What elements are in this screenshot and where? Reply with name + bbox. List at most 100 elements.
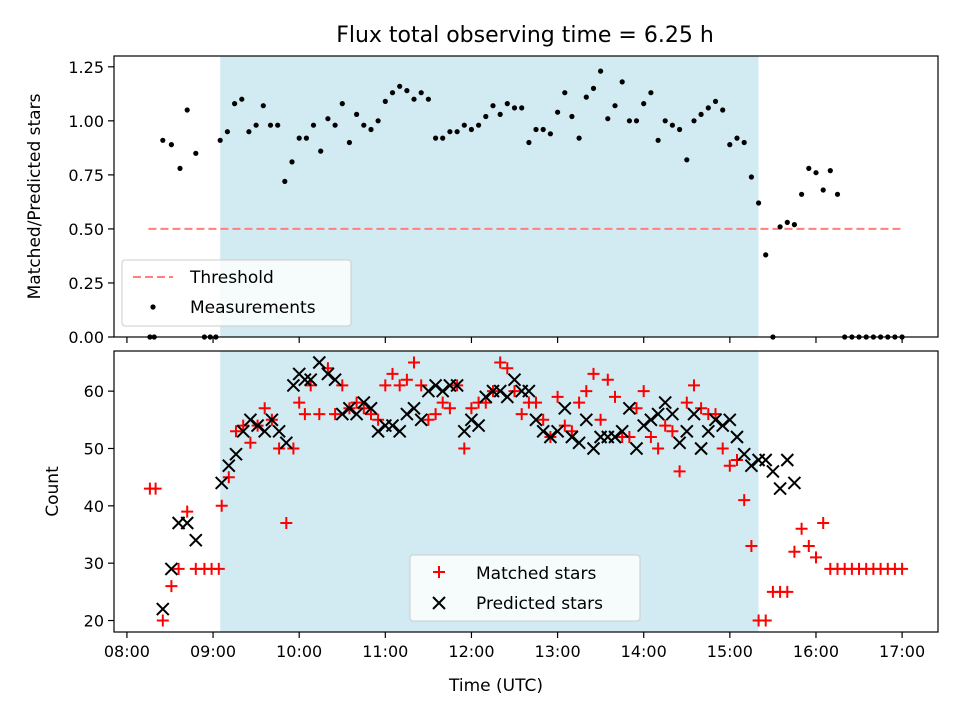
measurement-point [310, 122, 317, 128]
matched-star-marker [723, 459, 736, 472]
y-axis-ticks-bottom: 20 30 40 50 60 [84, 382, 114, 631]
matched-star-marker [429, 408, 442, 421]
measurement-point [756, 200, 762, 206]
measurement-point [239, 96, 245, 102]
predicted-star-marker [364, 401, 378, 416]
matched-star-marker [673, 465, 686, 478]
predicted-stars-points [156, 355, 802, 616]
predicted-star-marker [349, 407, 364, 421]
measurement-point [662, 118, 668, 124]
measurement-point [260, 103, 266, 109]
measurement-point [677, 126, 683, 133]
matched-star-marker [458, 442, 471, 455]
measurement-point [224, 129, 230, 135]
measurement-point [447, 129, 453, 135]
matched-star-marker [609, 390, 621, 403]
measurement-point [418, 90, 424, 96]
predicted-star-marker [471, 418, 486, 433]
legend-measurement-swatch [150, 304, 156, 310]
measurement-point [332, 122, 338, 128]
predicted-star-marker [622, 401, 637, 416]
matched-stars-points [143, 356, 909, 627]
measurement-point [361, 122, 367, 128]
x-axis-ticks-top [126, 337, 903, 343]
x-tick-label: 12:00 [448, 642, 494, 661]
matched-star-marker [258, 402, 271, 415]
predicted-star-marker [737, 447, 751, 461]
legend-threshold-label: Threshold [189, 268, 274, 288]
predicted-star-marker [787, 476, 802, 490]
legend-bottom: Matched stars Predicted stars [409, 554, 641, 622]
predicted-star-marker [608, 430, 622, 444]
matched-star-marker [165, 580, 178, 593]
matched-star-marker [530, 396, 542, 409]
measurement-point [791, 222, 798, 228]
y-tick-label: 0.25 [68, 274, 104, 293]
measurement-point [382, 98, 388, 104]
predicted-star-marker [694, 441, 708, 456]
measurement-point [511, 105, 518, 111]
predicted-star-marker [758, 453, 773, 467]
matched-star-marker [738, 494, 751, 507]
predicted-star-marker [658, 395, 672, 410]
measurement-point [404, 88, 410, 94]
measurement-points [147, 68, 905, 340]
measurement-point [318, 148, 324, 154]
matched-star-marker [630, 402, 643, 415]
matched-star-marker [587, 367, 600, 380]
matched-star-marker [393, 379, 406, 392]
predicted-star-marker [744, 458, 759, 473]
measurement-point [526, 139, 532, 146]
predicted-star-marker [279, 436, 294, 450]
matched-star-marker [244, 436, 257, 449]
measurement-point [741, 139, 747, 146]
measurement-point [799, 191, 805, 197]
matched-star-marker [688, 379, 700, 392]
measurement-point [504, 101, 510, 107]
predicted-star-marker [189, 533, 203, 547]
measurement-point [346, 139, 352, 146]
y-tick-label: 60 [84, 382, 104, 401]
matched-star-marker [508, 385, 521, 398]
matched-star-marker [652, 442, 665, 455]
ratio-panel-frame [113, 55, 939, 338]
y-tick-label: 0.50 [68, 220, 104, 239]
measurement-point [282, 178, 288, 184]
measurement-point [168, 142, 174, 148]
predicted-star-marker [385, 418, 400, 433]
predicted-star-marker [303, 372, 318, 387]
measurement-point [253, 122, 259, 128]
measurement-point [454, 129, 460, 135]
predicted-star-marker [522, 384, 536, 398]
matched-star-marker [781, 585, 794, 598]
x-tick-label: 09:00 [190, 642, 236, 661]
predicted-star-marker [214, 476, 229, 490]
matched-star-marker [408, 356, 420, 369]
matched-star-marker [436, 396, 449, 409]
matched-star-marker [212, 562, 225, 575]
x-axis-ticks-bottom: 08:00 09:00 10:00 11:00 12:00 13:00 14:00 15:00… [104, 632, 925, 661]
matched-star-marker [896, 562, 909, 575]
predicted-star-marker [766, 464, 780, 479]
legend-predicted-label: Predicted stars [476, 594, 603, 614]
matched-star-marker [379, 379, 392, 392]
x-tick-label: 11:00 [362, 642, 408, 661]
matched-star-marker [273, 442, 286, 455]
predicted-star-marker [164, 562, 179, 576]
matched-star-marker [230, 425, 242, 438]
measurement-point [296, 135, 302, 141]
matched-star-marker [181, 505, 194, 518]
measurement-point [533, 126, 539, 133]
measurement-point [806, 165, 812, 171]
legend-top: Threshold Measurements [121, 259, 352, 327]
legend-predicted-swatch [432, 596, 446, 610]
matched-star-marker [443, 402, 456, 415]
y-tick-label: 1.00 [68, 112, 104, 131]
matched-star-marker [637, 385, 650, 398]
matched-star-marker [788, 545, 801, 558]
count-panel: 20 30 40 50 60 08:00 09:00 10:00 11:00 12:00 13:0… [43, 350, 939, 696]
measurement-point [641, 101, 647, 107]
measurement-point [289, 159, 295, 165]
predicted-star-marker [701, 424, 716, 439]
matched-star-marker [336, 379, 349, 392]
